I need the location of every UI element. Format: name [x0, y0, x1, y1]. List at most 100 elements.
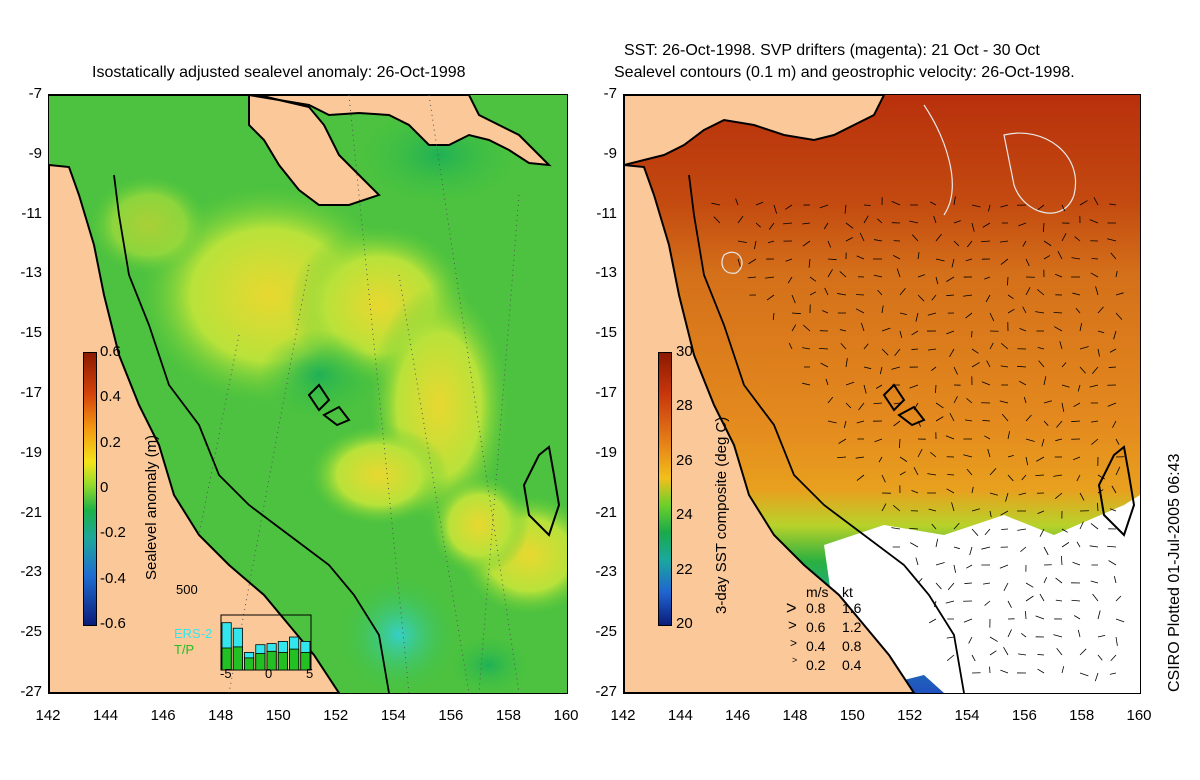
velocity-vector — [964, 419, 973, 422]
velocity-vector — [987, 448, 991, 458]
velocity-vector — [913, 467, 919, 476]
velocity-vector — [1089, 384, 1099, 388]
velocity-vector — [953, 546, 960, 550]
velocity-vector — [1061, 542, 1070, 548]
velocity-vector — [1097, 306, 1104, 314]
velocity-vector — [1113, 330, 1117, 340]
velocity-vector — [1097, 474, 1105, 480]
velocity-vector — [838, 438, 847, 444]
velocity-vector — [1025, 414, 1032, 422]
velocity-vector — [1025, 456, 1029, 466]
velocity-vector — [856, 294, 865, 296]
velocity-vector — [947, 474, 955, 476]
sealevel-anomaly-map[interactable] — [48, 94, 568, 694]
velocity-vector — [911, 330, 919, 336]
velocity-vector — [1025, 258, 1030, 267]
velocity-vector — [911, 348, 919, 350]
lon-tick-label: 148 — [782, 707, 808, 724]
lon-tick-label: 144 — [93, 707, 119, 724]
velocity-vector — [855, 308, 865, 314]
velocity-vector — [891, 201, 901, 206]
velocity-vector — [949, 348, 955, 358]
velocity-vector — [768, 222, 775, 230]
velocity-vector — [951, 502, 955, 512]
sla-colorbar-tick: 0.2 — [100, 433, 121, 451]
velocity-vector — [755, 222, 761, 228]
velocity-vector — [1107, 545, 1117, 548]
velocity-vector — [802, 347, 811, 350]
velocity-vector — [873, 239, 883, 242]
velocity-vector — [915, 312, 919, 322]
sst-colorbar-title: 3-day SST composite (deg C) — [713, 416, 730, 614]
velocity-vector — [927, 473, 937, 476]
sla-colorbar-tick: 0 — [100, 479, 109, 496]
sst-map[interactable] — [623, 94, 1141, 694]
velocity-vector — [966, 564, 973, 569]
velocity-vector — [1072, 292, 1081, 296]
velocity-vector — [785, 204, 793, 210]
sst-colorbar-tick: 20 — [676, 615, 693, 632]
inset-bar-tp — [255, 653, 266, 671]
lat-tick-label: -21 — [20, 503, 42, 521]
velocity-vector — [1115, 466, 1121, 476]
velocity-vector — [1021, 632, 1027, 638]
sst-svg — [624, 95, 1140, 693]
lat-tick-label: -17 — [20, 384, 42, 401]
velocity-vector — [966, 398, 973, 404]
lon-tick-label: 150 — [265, 707, 291, 724]
land-island — [322, 405, 351, 427]
sealevel-contours — [721, 104, 1077, 274]
velocity-vector — [953, 564, 957, 573]
velocity-vector — [910, 542, 919, 548]
velocity-vector — [1109, 508, 1117, 512]
velocity-vector — [894, 348, 901, 357]
velocity-vector — [913, 402, 919, 411]
velocity-vector — [947, 654, 955, 661]
velocity-vector — [935, 582, 942, 590]
velocity-vector — [896, 268, 901, 278]
velocity-vector — [783, 222, 793, 225]
velocity-vector — [881, 305, 884, 314]
sst-colorbar-tick: 24 — [676, 506, 693, 524]
velocity-vector — [825, 378, 829, 386]
velocity-vector — [767, 240, 775, 244]
velocity-vector — [773, 204, 778, 214]
velocity-vector — [1035, 474, 1045, 477]
velocity-vector — [1059, 341, 1063, 350]
velocity-vector — [1053, 326, 1063, 332]
velocity-vector — [735, 198, 739, 206]
velocity-vector — [971, 654, 976, 662]
velocity-vector — [1061, 362, 1067, 368]
sla-high-blob — [89, 175, 209, 275]
velocity-vector — [893, 402, 901, 405]
velocity-vector — [1022, 240, 1027, 247]
velocity-vector — [989, 312, 995, 322]
velocity-vector — [1003, 582, 1009, 592]
velocity-vector — [1043, 420, 1049, 426]
velocity-vector — [1025, 595, 1034, 602]
velocity-vector — [1107, 402, 1117, 407]
velocity-vector — [1061, 204, 1066, 212]
velocity-vector — [1097, 654, 1103, 661]
velocity-vector — [1113, 576, 1117, 584]
velocity-vector — [935, 562, 945, 566]
velocity-vector — [899, 456, 908, 462]
velocity-vector — [1007, 600, 1012, 608]
velocity-vector — [933, 215, 937, 224]
velocity-vector — [785, 258, 793, 262]
velocity-vector — [986, 360, 991, 368]
velocity-vector — [1025, 582, 1034, 588]
velocity-vector — [881, 327, 891, 332]
velocity-vector — [1061, 402, 1065, 412]
velocity-vector — [981, 546, 991, 550]
velocity-vector — [822, 310, 829, 314]
velocity-vector — [1090, 272, 1099, 278]
lon-tick-label: 146 — [725, 707, 751, 724]
inset-legend-ers2: ERS-2 — [174, 626, 213, 641]
sla-colorbar-title: Sealevel anomaly (m) — [143, 434, 160, 580]
velocity-vector — [931, 366, 937, 372]
velocity-vector — [1115, 438, 1120, 445]
velocity-vector — [791, 312, 801, 315]
velocity-vector — [1037, 347, 1045, 350]
velocity-vector — [911, 490, 919, 494]
